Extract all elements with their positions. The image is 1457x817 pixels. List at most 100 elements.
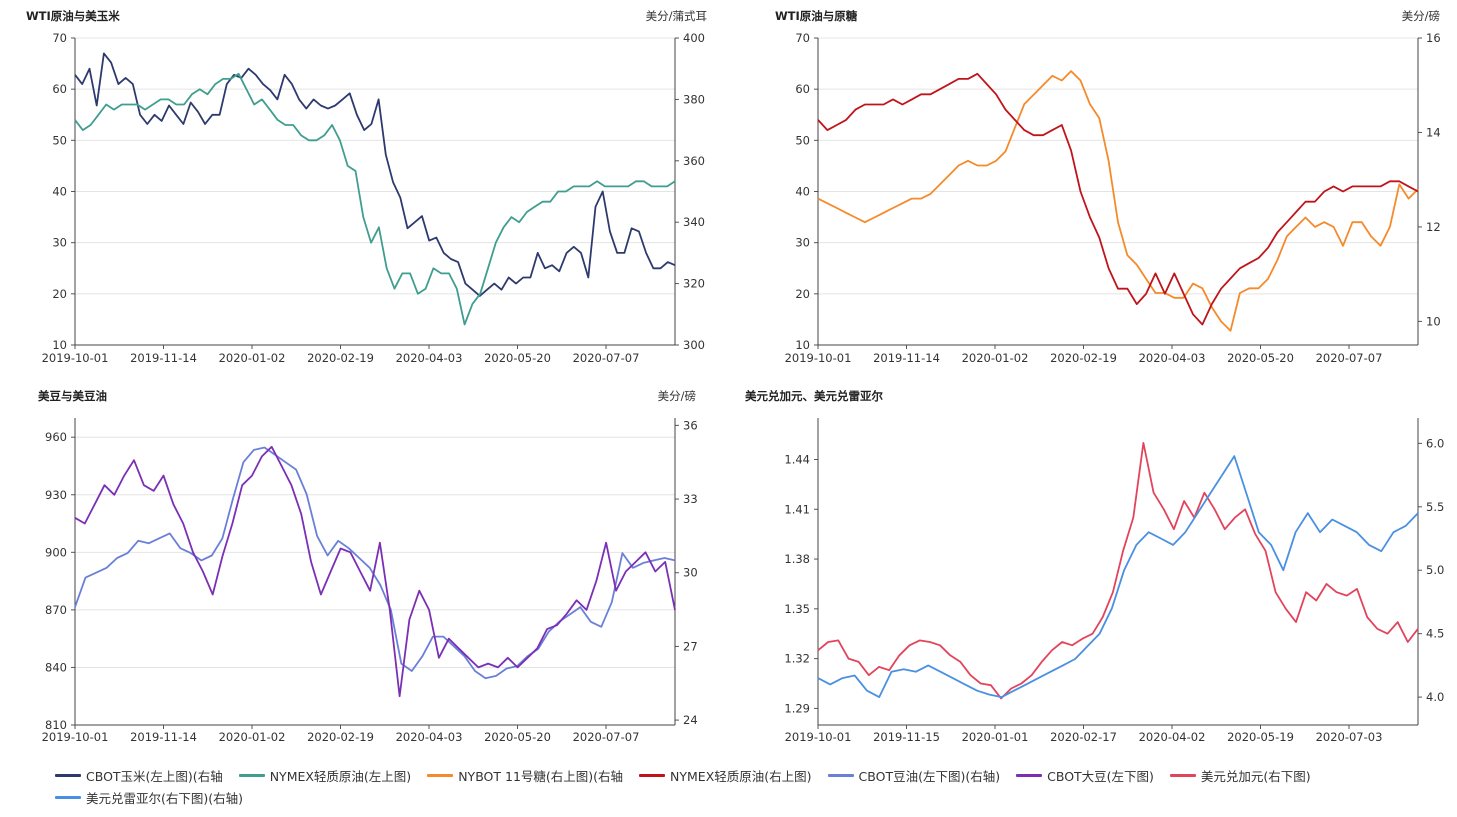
left-tick-label: 960 bbox=[45, 430, 67, 444]
x-tick-label: 2019-11-14 bbox=[130, 730, 197, 744]
x-tick-label: 2020-05-20 bbox=[484, 351, 551, 365]
x-tick-label: 2020-01-02 bbox=[962, 351, 1029, 365]
left-tick-label: 40 bbox=[795, 185, 810, 199]
series-line bbox=[74, 445, 676, 698]
x-tick-label: 2020-01-02 bbox=[219, 351, 286, 365]
right-tick-label: 360 bbox=[683, 154, 705, 168]
legend-item-cbot-corn[interactable]: CBOT玉米(左上图)(右轴 bbox=[55, 766, 223, 785]
left-tick-label: 20 bbox=[52, 287, 67, 301]
series-line bbox=[74, 72, 676, 326]
x-tick-label: 2020-07-07 bbox=[573, 730, 640, 744]
legend-swatch-icon bbox=[639, 773, 666, 777]
chart-title: WTI原油与原糖 bbox=[775, 9, 858, 23]
left-tick-label: 60 bbox=[795, 82, 810, 96]
left-tick-label: 1.41 bbox=[784, 502, 810, 516]
x-tick-label: 2020-05-20 bbox=[484, 730, 551, 744]
legend-item-nymex-crude-right[interactable]: NYMEX轻质原油(右上图) bbox=[639, 766, 812, 785]
right-tick-label: 5.5 bbox=[1426, 500, 1444, 514]
right-tick-label: 400 bbox=[683, 31, 705, 45]
right-axis-unit: 美分/磅 bbox=[1402, 9, 1440, 23]
legend-label: NYMEX轻质原油(右上图) bbox=[670, 768, 812, 784]
left-tick-label: 1.29 bbox=[784, 701, 810, 715]
right-tick-label: 33 bbox=[683, 492, 698, 506]
series-line bbox=[817, 455, 1419, 698]
legend-item-usd-brl[interactable]: 美元兑雷亚尔(右下图)(右轴) bbox=[55, 788, 243, 807]
left-tick-label: 870 bbox=[45, 603, 67, 617]
series-line bbox=[817, 70, 1419, 332]
x-tick-label: 2020-01-01 bbox=[962, 730, 1029, 744]
right-tick-label: 320 bbox=[683, 277, 705, 291]
x-tick-label: 2020-05-20 bbox=[1227, 351, 1294, 365]
x-tick-label: 2020-02-19 bbox=[1050, 351, 1117, 365]
legend-label: NYMEX轻质原油(左上图) bbox=[269, 768, 412, 784]
right-tick-label: 12 bbox=[1426, 220, 1441, 234]
x-tick-label: 2020-04-03 bbox=[396, 730, 463, 744]
left-tick-label: 40 bbox=[52, 185, 67, 199]
right-tick-label: 14 bbox=[1426, 125, 1441, 139]
series-line bbox=[817, 72, 1419, 326]
right-axis-unit: 美分/磅 bbox=[658, 389, 696, 403]
left-tick-label: 900 bbox=[45, 545, 67, 559]
legend-swatch-icon bbox=[427, 773, 454, 777]
x-tick-label: 2020-04-03 bbox=[396, 351, 463, 365]
legend-label: CBOT玉米(左上图)(右轴 bbox=[86, 768, 223, 784]
right-tick-label: 380 bbox=[683, 92, 705, 106]
left-tick-label: 50 bbox=[52, 133, 67, 147]
x-tick-label: 2020-07-07 bbox=[573, 351, 640, 365]
legend-swatch-icon bbox=[55, 773, 81, 777]
charts-canvas: WTI原油与美玉米 美分/蒲式耳 10 20 30 40 50 60 70 300 320 340 36… bbox=[26, 9, 1444, 744]
left-tick-label: 20 bbox=[795, 287, 810, 301]
legend-swatch-icon bbox=[1169, 773, 1196, 777]
x-tick-label: 2019-11-14 bbox=[873, 351, 940, 365]
right-axis-unit: 美分/蒲式耳 bbox=[646, 9, 707, 23]
left-tick-label: 1.35 bbox=[784, 602, 810, 616]
legend-item-usd-cad[interactable]: 美元兑加元(右下图) bbox=[1169, 766, 1311, 785]
left-tick-label: 930 bbox=[45, 488, 67, 502]
x-tick-label: 2019-10-01 bbox=[785, 730, 852, 744]
left-tick-label: 810 bbox=[45, 718, 67, 732]
left-tick-label: 60 bbox=[52, 82, 67, 96]
left-tick-label: 10 bbox=[795, 338, 810, 352]
left-tick-label: 70 bbox=[795, 31, 810, 45]
left-tick-label: 50 bbox=[795, 133, 810, 147]
legend-item-nybot-sugar[interactable]: NYBOT 11号糖(右上图)(右轴 bbox=[427, 766, 623, 785]
right-tick-label: 16 bbox=[1426, 31, 1441, 45]
right-tick-label: 30 bbox=[683, 566, 698, 580]
legend-row-1: CBOT玉米(左上图)(右轴 NYMEX轻质原油(左上图) NYBOT 11号糖… bbox=[55, 764, 1435, 786]
x-tick-label: 2019-10-01 bbox=[785, 351, 852, 365]
left-tick-label: 1.38 bbox=[784, 552, 810, 566]
left-tick-label: 840 bbox=[45, 660, 67, 674]
left-tick-label: 1.32 bbox=[784, 652, 810, 666]
legend: CBOT玉米(左上图)(右轴 NYMEX轻质原油(左上图) NYBOT 11号糖… bbox=[55, 764, 1435, 808]
x-tick-label: 2019-10-01 bbox=[42, 730, 109, 744]
legend-item-cbot-soyoil[interactable]: CBOT豆油(左下图)(右轴) bbox=[827, 766, 1000, 785]
legend-label: CBOT大豆(左下图) bbox=[1047, 768, 1154, 784]
series-line bbox=[817, 441, 1419, 700]
right-tick-label: 340 bbox=[683, 215, 705, 229]
right-tick-label: 24 bbox=[683, 713, 698, 727]
right-tick-label: 4.5 bbox=[1426, 627, 1444, 641]
left-tick-label: 1.44 bbox=[784, 452, 810, 466]
x-tick-label: 2019-11-15 bbox=[873, 730, 940, 744]
right-tick-label: 4.0 bbox=[1426, 690, 1444, 704]
legend-swatch-icon bbox=[238, 773, 265, 777]
chart-title: 美豆与美豆油 bbox=[38, 389, 107, 403]
x-tick-label: 2020-01-02 bbox=[219, 730, 286, 744]
x-tick-label: 2020-05-19 bbox=[1227, 730, 1294, 744]
legend-swatch-icon bbox=[827, 773, 854, 777]
chart-title: 美元兑加元、美元兑雷亚尔 bbox=[745, 389, 883, 403]
left-tick-label: 70 bbox=[52, 31, 67, 45]
x-tick-label: 2020-04-03 bbox=[1139, 351, 1206, 365]
right-tick-label: 5.0 bbox=[1426, 563, 1444, 577]
legend-item-cbot-soybean[interactable]: CBOT大豆(左下图) bbox=[1016, 766, 1154, 785]
legend-item-nymex-crude-left[interactable]: NYMEX轻质原油(左上图) bbox=[238, 766, 412, 785]
legend-label: 美元兑雷亚尔(右下图)(右轴) bbox=[86, 790, 244, 806]
right-tick-label: 300 bbox=[683, 338, 705, 352]
x-tick-label: 2020-07-07 bbox=[1316, 351, 1383, 365]
series-line bbox=[74, 52, 676, 297]
x-tick-label: 2020-02-17 bbox=[1050, 730, 1117, 744]
x-tick-label: 2019-10-01 bbox=[42, 351, 109, 365]
right-tick-label: 36 bbox=[683, 418, 698, 432]
legend-swatch-icon bbox=[55, 795, 81, 799]
legend-swatch-icon bbox=[1016, 773, 1043, 777]
